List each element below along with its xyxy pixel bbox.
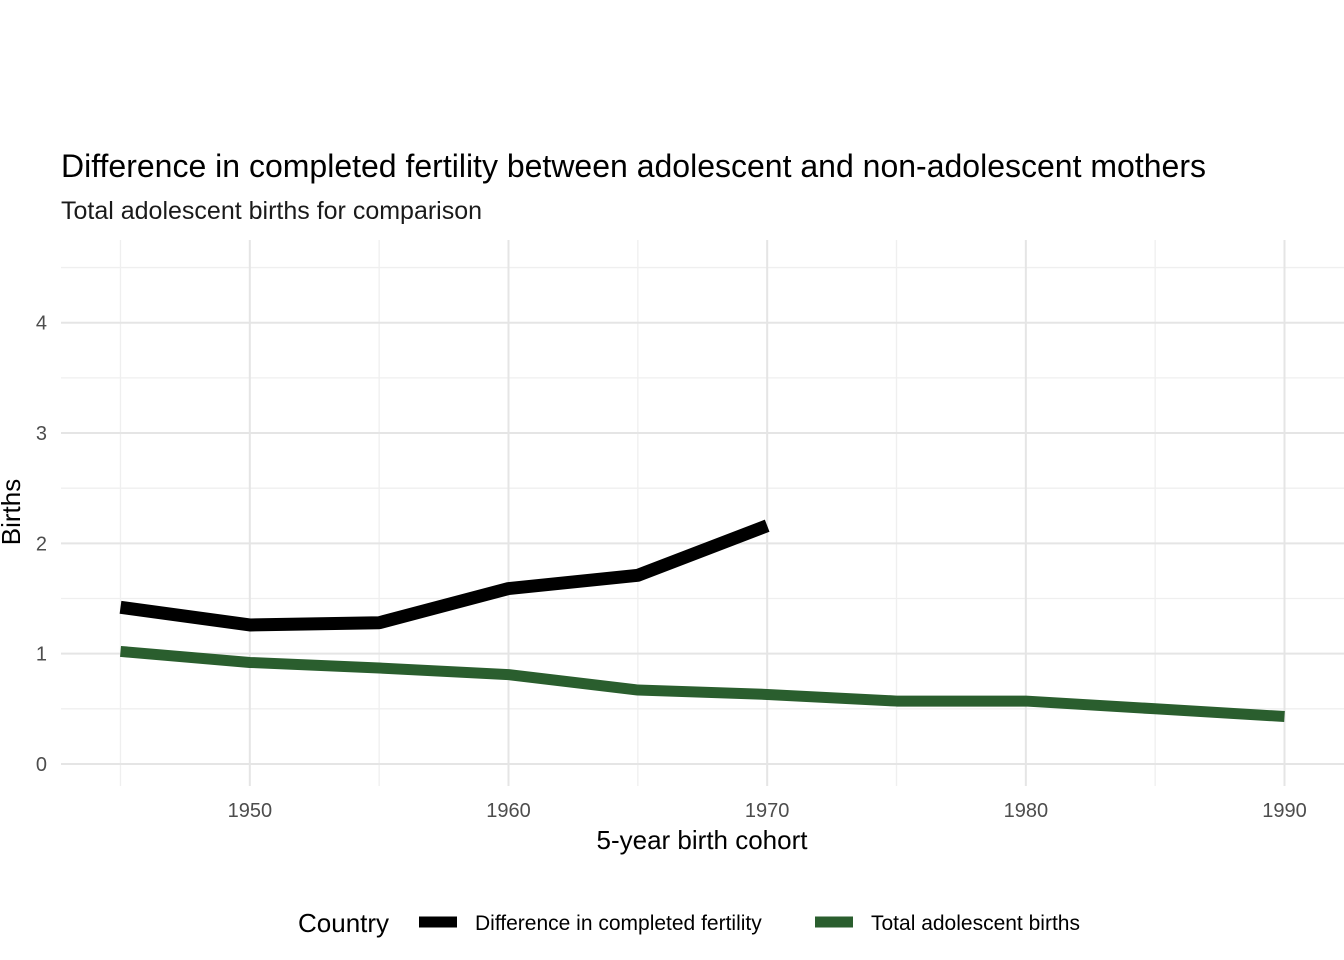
legend-title: Country (298, 908, 389, 938)
legend-label-adolescent-births: Total adolescent births (871, 912, 1080, 935)
y-axis-title: Births (0, 479, 26, 545)
y-tick-label: 0 (36, 754, 47, 776)
y-tick-label: 4 (36, 313, 47, 335)
x-tick-label: 1950 (228, 800, 273, 822)
series-line-adolescent-births (120, 645, 1285, 722)
y-tick-label: 2 (36, 533, 47, 555)
x-tick-label: 1960 (486, 800, 531, 822)
legend-label-difference: Difference in completed fertility (475, 912, 762, 935)
x-tick-label: 1990 (1262, 800, 1307, 822)
tick-labels: 1950 1960 1970 1980 1990 0 1 2 3 4 (36, 313, 1307, 822)
y-tick-label: 3 (36, 423, 47, 445)
chart-title: Difference in completed fertility betwee… (61, 148, 1206, 184)
series-layer (119, 519, 1285, 722)
legend: Country Difference in completed fertilit… (298, 908, 1080, 938)
x-tick-label: 1980 (1004, 800, 1049, 822)
grid (61, 240, 1344, 786)
x-tick-label: 1970 (745, 800, 790, 822)
chart-subtitle: Total adolescent births for comparison (61, 197, 482, 225)
series-line-difference (119, 519, 770, 632)
y-tick-label: 1 (36, 644, 47, 666)
x-axis-title: 5-year birth cohort (597, 825, 809, 855)
